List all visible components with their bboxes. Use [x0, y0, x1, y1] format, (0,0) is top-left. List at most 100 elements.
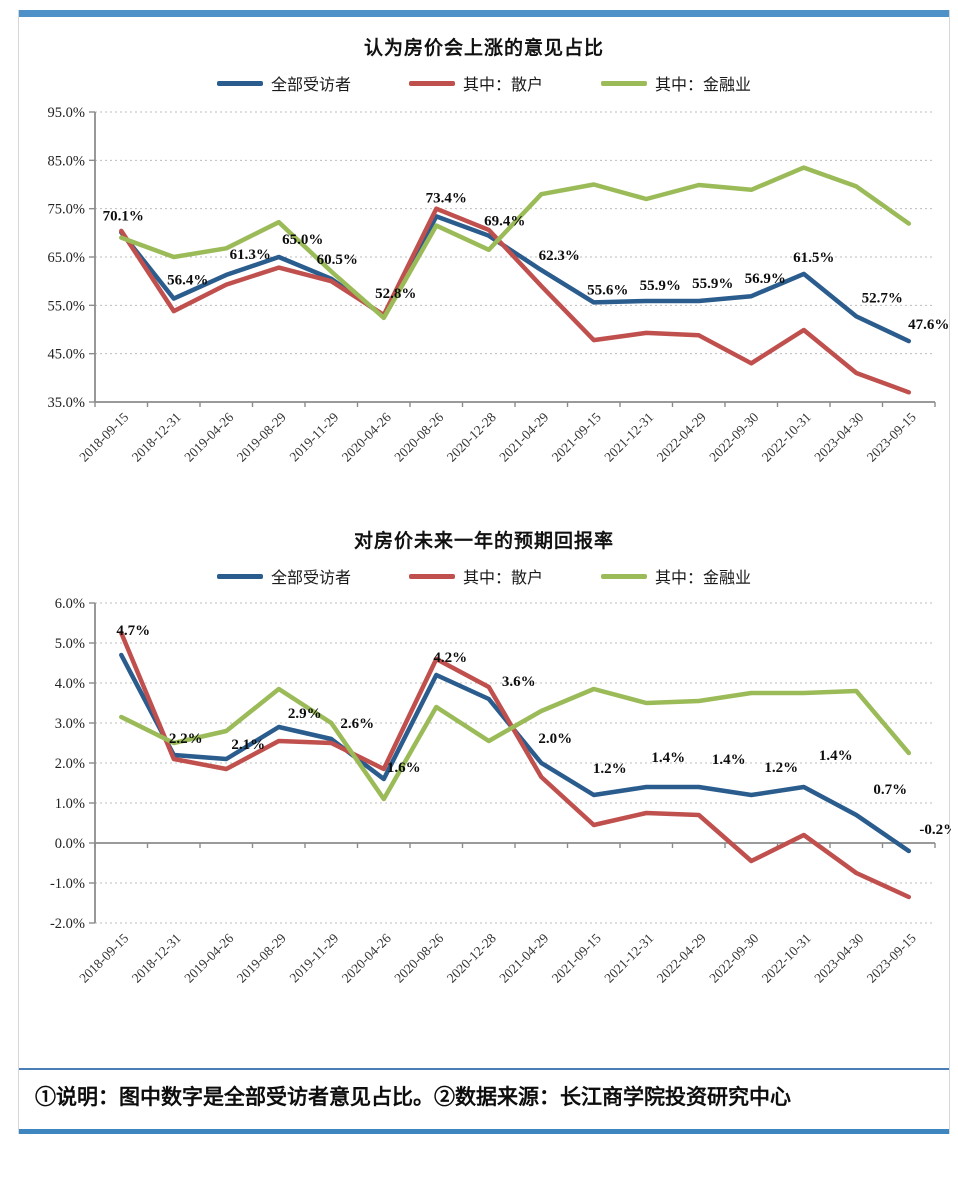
data-label: 55.9%	[692, 276, 733, 292]
data-label: 60.5%	[317, 252, 358, 268]
y-axis-tick-label: -1.0%	[50, 876, 85, 892]
legend-label: 其中：散户	[462, 570, 543, 587]
x-axis-category-label: 2021-04-29	[496, 409, 551, 464]
x-axis-category-label: 2021-09-15	[549, 409, 604, 464]
chart-title-opinion-share: 认为房价会上涨的意见占比	[363, 38, 604, 59]
series-line-1	[119, 206, 912, 395]
y-axis-tick-label: 0.0%	[55, 836, 85, 852]
x-axis-category-label: 2021-09-15	[549, 930, 604, 985]
y-axis-tick-label: 6.0%	[55, 596, 85, 612]
x-axis-category-label: 2022-10-31	[759, 931, 814, 986]
data-label: 56.4%	[167, 273, 208, 289]
data-label: 52.7%	[862, 290, 903, 306]
legend-swatch	[601, 573, 647, 579]
legend-swatch	[216, 80, 263, 86]
legend-item: 其中：金融业	[601, 71, 751, 95]
line-chart-opinion-share: 95.0%85.0%75.0%65.0%55.0%45.0%35.0%2018-…	[48, 105, 950, 465]
x-axis-category-label: 2018-12-31	[129, 410, 184, 465]
x-axis-category-label: 2022-04-29	[654, 409, 709, 464]
x-axis-category-label: 2022-09-30	[706, 409, 761, 464]
legend-item: 其中：散户	[408, 71, 543, 95]
data-label: 3.6%	[502, 674, 536, 690]
data-label: 4.2%	[433, 650, 467, 666]
x-axis-category-label: 2020-12-28	[444, 409, 499, 464]
legend-item: 全部受访者	[216, 564, 351, 588]
data-label: 1.6%	[387, 760, 421, 776]
y-axis-tick-label: 2.0%	[55, 756, 85, 772]
x-axis-category-label: 2022-10-31	[759, 410, 814, 465]
series-line-2	[119, 686, 912, 802]
y-axis-tick-label: 75.0%	[48, 202, 85, 218]
x-axis-category-label: 2018-09-15	[76, 930, 131, 985]
x-axis-category-label: 2019-08-29	[234, 409, 289, 464]
legend-label: 全部受访者	[270, 570, 351, 587]
legend-item: 其中：散户	[408, 564, 543, 588]
y-axis-tick-label: 5.0%	[55, 636, 85, 652]
x-axis-category-label: 2023-04-30	[811, 409, 866, 464]
x-axis-category-label: 2018-09-15	[76, 409, 131, 464]
x-axis-category-label: 2022-09-30	[706, 930, 761, 985]
data-label: 61.5%	[793, 250, 834, 266]
legend-item: 其中：金融业	[601, 564, 751, 588]
x-axis-category-label: 2020-08-26	[391, 409, 446, 464]
legend-swatch	[408, 80, 455, 86]
legend-item: 全部受访者	[216, 71, 351, 95]
data-label: -0.2%	[919, 822, 951, 838]
y-axis-tick-label: 1.0%	[55, 796, 85, 812]
x-axis-category-label: 2019-04-26	[181, 930, 236, 985]
data-label: 2.1%	[231, 737, 265, 753]
x-axis-category-label: 2020-04-26	[339, 409, 394, 464]
chart-legend: 全部受访者 其中：散户 其中：金融业	[19, 72, 949, 94]
data-label: 52.8%	[375, 286, 416, 302]
legend-swatch	[408, 573, 455, 579]
data-label: 2.6%	[340, 716, 374, 732]
x-axis-category-label: 2018-12-31	[129, 931, 184, 986]
legend-label: 其中：金融业	[655, 570, 752, 587]
data-label: 69.4%	[484, 214, 525, 230]
line-chart-expected-return: 6.0%5.0%4.0%3.0%2.0%1.0%0.0%-1.0%-2.0%20…	[50, 596, 951, 986]
y-axis-tick-label: 85.0%	[48, 153, 85, 169]
data-label: 62.3%	[539, 248, 580, 264]
data-label: 65.0%	[282, 232, 323, 248]
data-label: 55.9%	[640, 278, 681, 294]
data-label: 2.0%	[538, 731, 572, 747]
x-axis-category-label: 2021-12-31	[601, 931, 656, 986]
top-accent-bar	[19, 10, 949, 17]
data-label: 1.4%	[819, 748, 853, 764]
legend-label: 其中：散户	[462, 77, 543, 94]
y-axis-tick-label: 35.0%	[48, 395, 85, 411]
data-label: 70.1%	[103, 208, 144, 224]
data-label: 2.9%	[288, 706, 322, 722]
x-axis-category-label: 2021-04-29	[496, 930, 551, 985]
x-axis-category-label: 2023-09-15	[864, 409, 919, 464]
footnote: ①说明：图中数字是全部受访者意见占比。②数据来源：长江商学院投资研究中心	[19, 1068, 949, 1134]
x-axis-category-label: 2019-08-29	[234, 930, 289, 985]
x-axis-category-label: 2020-04-26	[339, 930, 394, 985]
data-label: 47.6%	[908, 317, 949, 333]
y-axis-tick-label: 4.0%	[55, 676, 85, 692]
data-label: 1.2%	[593, 761, 627, 777]
x-axis-category-label: 2023-04-30	[811, 930, 866, 985]
data-label: 61.3%	[230, 247, 271, 263]
data-label: 56.9%	[745, 271, 786, 287]
chart-expected-return: 对房价未来一年的预期回报率 全部受访者 其中：散户 其中：金融业 6.0% 5.0% 4…	[19, 526, 951, 1034]
y-axis-tick-label: -2.0%	[50, 916, 85, 932]
x-axis-category-label: 2019-11-29	[287, 409, 342, 464]
y-axis-tick-label: 3.0%	[55, 716, 85, 732]
page-frame: 认为房价会上涨的意见占比 全部受访者 其中：散户 其中：金融业 95.0% 85.0%…	[18, 10, 951, 1134]
chart-legend: 全部受访者 其中：散户 其中：金融业	[19, 565, 949, 587]
y-axis-tick-label: 95.0%	[48, 105, 85, 121]
data-label: 55.6%	[587, 282, 628, 298]
series-line-2	[119, 165, 912, 321]
x-axis-category-label: 2023-09-15	[864, 930, 919, 985]
y-axis-tick-label: 65.0%	[48, 250, 85, 266]
data-label: 1.4%	[651, 750, 685, 766]
x-axis-category-label: 2020-12-28	[444, 930, 499, 985]
data-label: 0.7%	[873, 782, 907, 798]
chart-title-expected-return: 对房价未来一年的预期回报率	[353, 531, 614, 552]
y-axis-tick-label: 45.0%	[48, 347, 85, 363]
y-axis-tick-label: 55.0%	[48, 298, 85, 314]
footnote-text: ①说明：图中数字是全部受访者意见占比。②数据来源：长江商学院投资研究中心	[35, 1086, 791, 1109]
x-axis-category-label: 2021-12-31	[601, 410, 656, 465]
series-line-0	[119, 214, 912, 344]
